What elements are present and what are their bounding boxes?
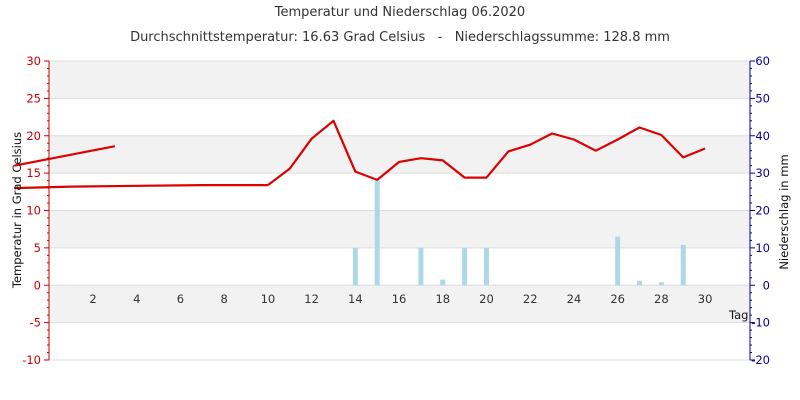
temperature-line: [14, 145, 116, 167]
grid-band: [49, 285, 750, 323]
x-tick-label: 8: [221, 292, 228, 306]
right-tick-label: 30: [755, 166, 770, 180]
x-tick-label: 22: [523, 292, 538, 306]
precipitation-bar: [462, 247, 468, 286]
left-y-ticks: -10 -5 0 5 10 15 20 25 30: [22, 54, 49, 367]
background-bands: [49, 60, 750, 361]
left-tick-label: 15: [26, 166, 41, 180]
x-tick-label: 16: [392, 292, 407, 306]
left-y-axis-title: Temperatur in Grad Celsius: [10, 132, 24, 289]
x-tick-label: 24: [567, 292, 582, 306]
x-axis-title: Tag: [728, 308, 748, 322]
right-tick-label: 50: [755, 91, 770, 105]
chart-subtitle: Durchschnittstemperatur: 16.63 Grad Cels…: [130, 30, 670, 45]
precipitation-bar: [680, 244, 686, 286]
left-tick-label: 25: [26, 91, 41, 105]
left-tick-label: 10: [26, 204, 41, 218]
grid-band: [49, 173, 750, 211]
grid-band: [49, 210, 750, 248]
left-tick-label: -5: [30, 316, 41, 330]
precipitation-bar: [658, 282, 664, 286]
temperature-lines: [14, 119, 706, 190]
x-tick-label: 26: [610, 292, 625, 306]
left-tick-label: 20: [26, 129, 41, 143]
grid-band: [49, 247, 750, 286]
right-tick-label: -10: [751, 316, 770, 330]
x-tick-label: 2: [89, 292, 96, 306]
grid-band: [49, 135, 750, 174]
x-tick-label: 4: [133, 292, 140, 306]
grid-band: [49, 98, 750, 136]
x-tick-label: 6: [177, 292, 184, 306]
precipitation-bar: [637, 280, 643, 286]
temperature-line: [267, 119, 706, 186]
chart-title: Temperatur und Niederschlag 06.2020: [274, 5, 525, 20]
grid-band: [49, 322, 750, 360]
right-tick-label: 20: [755, 204, 770, 218]
x-tick-label: 14: [348, 292, 363, 306]
precipitation-bar: [418, 247, 424, 286]
precipitation-bar: [484, 247, 489, 286]
left-tick-label: -10: [22, 353, 41, 367]
precipitation-bar: [615, 236, 621, 286]
precipitation-bar: [374, 180, 380, 286]
left-tick-label: 0: [34, 278, 41, 292]
right-tick-label: 10: [755, 241, 770, 255]
right-tick-label: 60: [755, 54, 770, 68]
left-tick-label: 5: [34, 241, 41, 255]
x-tick-label: 10: [261, 292, 276, 306]
right-tick-label: 40: [755, 129, 770, 143]
precipitation-bar: [352, 247, 358, 286]
right-tick-label: -20: [751, 353, 770, 367]
x-tick-label: 20: [479, 292, 494, 306]
x-tick-label: 18: [435, 292, 450, 306]
x-ticks: 2 4 6 8 10 12 14 16 18 20 22 24 26 28 30: [89, 292, 712, 306]
temperature-line: [14, 184, 268, 190]
left-tick-label: 30: [26, 54, 41, 68]
precipitation-bars: [352, 180, 686, 286]
right-tick-label: 0: [763, 278, 770, 292]
right-y-ticks: -20 -10 0 10 20 30 40 50 60: [750, 54, 770, 367]
grid-band: [49, 61, 750, 99]
precipitation-bar: [440, 279, 446, 286]
right-y-axis-title: Niederschlag in mm: [777, 154, 791, 269]
x-tick-label: 12: [304, 292, 319, 306]
x-tick-label: 30: [698, 292, 713, 306]
x-tick-label: 28: [654, 292, 669, 306]
